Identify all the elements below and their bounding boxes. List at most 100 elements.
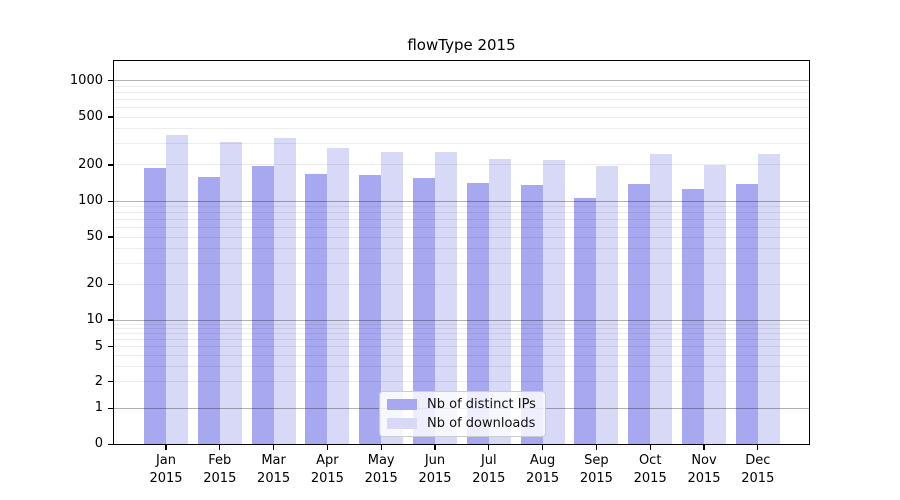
gridline-minor — [113, 346, 810, 348]
bar-distinct-ips — [144, 167, 166, 445]
bar-distinct-ips — [359, 175, 382, 445]
bar-distinct-ips — [466, 182, 489, 445]
bar-downloads — [273, 137, 296, 445]
x-tick-label: Aug 2015 — [526, 453, 560, 486]
gridline-minor — [113, 248, 810, 250]
gridline-minor — [113, 323, 810, 325]
x-tick-mark — [326, 444, 328, 450]
y-tick-mark — [108, 443, 114, 445]
gridline-minor — [113, 354, 810, 356]
legend-swatch-distinct-ips — [387, 399, 417, 410]
x-tick-mark — [649, 444, 651, 450]
plot-border — [113, 60, 810, 445]
y-tick-mark — [108, 381, 114, 383]
bar-downloads — [704, 164, 726, 445]
gridline-minor — [113, 283, 810, 285]
gridline-minor — [113, 381, 810, 383]
gridline-minor — [113, 98, 810, 100]
bar-distinct-ips — [197, 177, 220, 445]
x-tick-mark — [165, 444, 167, 450]
y-tick-mark — [108, 116, 114, 118]
y-tick-label: 10 — [86, 312, 103, 327]
bar-downloads — [757, 153, 780, 445]
legend-label: Nb of downloads — [427, 416, 536, 431]
bar-downloads — [166, 134, 188, 445]
x-tick-label: Feb 2015 — [203, 453, 237, 486]
bar-downloads — [542, 159, 565, 445]
y-tick-label: 0 — [94, 436, 103, 452]
gridline-minor — [113, 328, 810, 330]
legend: Nb of distinct IPs Nb of downloads — [379, 391, 546, 437]
bar-downloads — [435, 151, 457, 445]
legend-swatch-downloads — [387, 418, 417, 429]
bar-downloads — [219, 141, 242, 445]
gridline-minor — [113, 164, 810, 166]
y-tick-label: 200 — [78, 156, 103, 172]
y-tick-label: 5 — [94, 338, 103, 354]
bar-distinct-ips — [251, 165, 274, 445]
bar-distinct-ips — [574, 197, 597, 445]
gridline-minor — [113, 339, 810, 341]
x-tick-mark — [542, 444, 544, 450]
y-tick-mark — [108, 407, 114, 409]
gridline-minor — [113, 116, 810, 118]
bar-distinct-ips — [682, 189, 704, 445]
x-tick-mark — [757, 444, 759, 450]
gridline-minor — [113, 365, 810, 367]
bar-distinct-ips — [628, 183, 651, 445]
gridline-minor — [113, 219, 810, 221]
gridline-minor — [113, 206, 810, 208]
x-tick-label: Apr 2015 — [310, 453, 344, 486]
gridline-minor — [113, 262, 810, 264]
bar-distinct-ips — [413, 178, 435, 445]
gridline-minor — [113, 128, 810, 130]
x-tick-label: Sep 2015 — [579, 453, 613, 486]
gridline-minor — [113, 212, 810, 214]
legend-label: Nb of distinct IPs — [427, 397, 536, 412]
y-tick-label: 20 — [86, 276, 103, 292]
bar-downloads — [650, 153, 673, 445]
gridline-minor — [113, 236, 810, 238]
gridline-major — [113, 200, 810, 202]
bar-downloads — [488, 159, 511, 445]
y-tick-label: 500 — [78, 109, 103, 124]
x-tick-label: Dec 2015 — [741, 453, 775, 486]
x-tick-label: Mar 2015 — [257, 453, 291, 486]
x-tick-mark — [703, 444, 705, 450]
gridline-minor — [113, 106, 810, 108]
y-tick-label: 2 — [94, 373, 103, 389]
y-tick-label: 1 — [94, 400, 103, 416]
y-tick-mark — [108, 236, 114, 238]
gridline-minor — [113, 227, 810, 229]
gridline-major — [113, 319, 810, 321]
legend-row: Nb of downloads — [387, 416, 536, 431]
x-tick-label: Jul 2015 — [472, 453, 506, 486]
bar-downloads — [327, 147, 350, 445]
gridline-minor — [113, 91, 810, 93]
bar-distinct-ips — [735, 184, 758, 445]
legend-row: Nb of distinct IPs — [387, 397, 536, 412]
x-tick-mark — [219, 444, 221, 450]
chart-title: flowType 2015 — [407, 36, 516, 54]
gridline-major — [113, 80, 810, 82]
x-tick-mark — [273, 444, 275, 450]
x-tick-label: Nov 2015 — [687, 453, 721, 486]
x-tick-mark — [595, 444, 597, 450]
y-tick-mark — [108, 283, 114, 285]
y-tick-mark — [108, 80, 114, 82]
y-tick-label: 100 — [78, 193, 103, 209]
x-tick-label: Jun 2015 — [418, 453, 452, 486]
y-tick-label: 50 — [86, 229, 103, 245]
y-tick-mark — [108, 319, 114, 321]
gridline-minor — [113, 143, 810, 145]
x-tick-mark — [434, 444, 436, 450]
x-tick-mark — [380, 444, 382, 450]
bar-downloads — [596, 165, 619, 445]
bar-downloads — [381, 152, 404, 445]
